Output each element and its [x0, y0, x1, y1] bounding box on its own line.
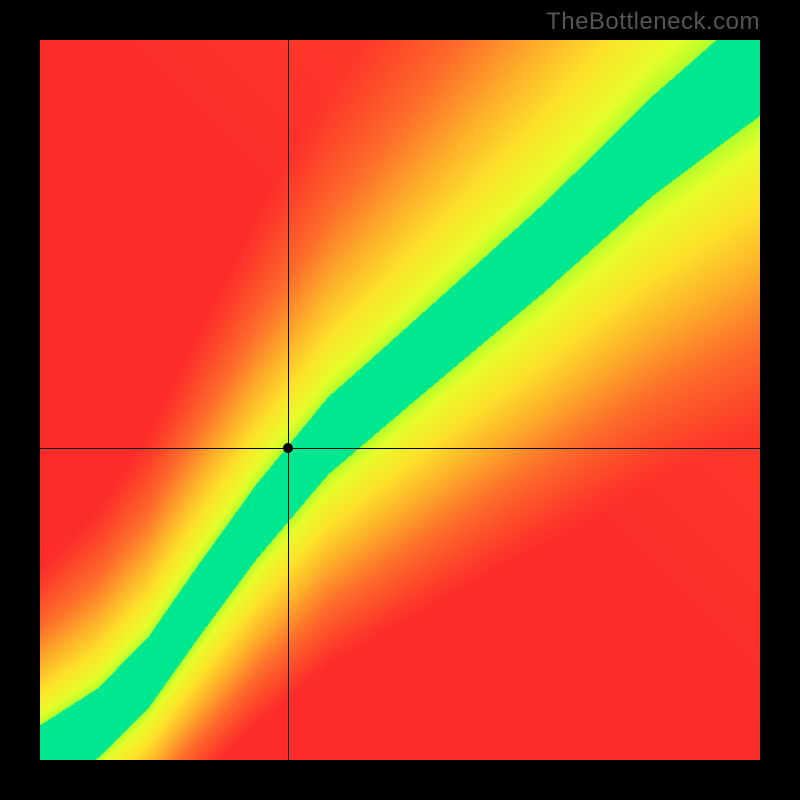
- crosshair-marker: [283, 443, 293, 453]
- heatmap-plot: [40, 40, 760, 760]
- chart-container: TheBottleneck.com: [0, 0, 800, 800]
- heatmap-canvas: [40, 40, 760, 760]
- crosshair-horizontal: [40, 448, 760, 449]
- crosshair-vertical: [288, 40, 289, 760]
- watermark-text: TheBottleneck.com: [546, 8, 760, 36]
